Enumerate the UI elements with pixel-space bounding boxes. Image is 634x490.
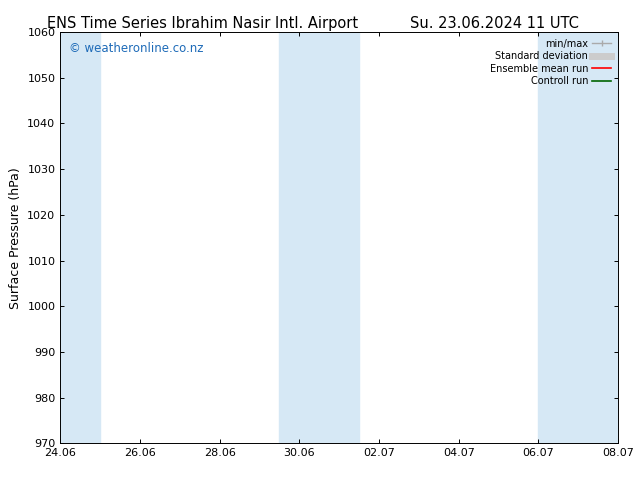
- Bar: [538, 32, 578, 443]
- Bar: [280, 32, 359, 443]
- Text: © weatheronline.co.nz: © weatheronline.co.nz: [68, 42, 203, 55]
- Bar: [60, 32, 100, 443]
- Y-axis label: Surface Pressure (hPa): Surface Pressure (hPa): [9, 167, 22, 309]
- Legend: min/max, Standard deviation, Ensemble mean run, Controll run: min/max, Standard deviation, Ensemble me…: [488, 37, 613, 88]
- Text: ENS Time Series Ibrahim Nasir Intl. Airport: ENS Time Series Ibrahim Nasir Intl. Airp…: [48, 16, 358, 31]
- Bar: [578, 32, 618, 443]
- Text: Su. 23.06.2024 11 UTC: Su. 23.06.2024 11 UTC: [410, 16, 579, 31]
